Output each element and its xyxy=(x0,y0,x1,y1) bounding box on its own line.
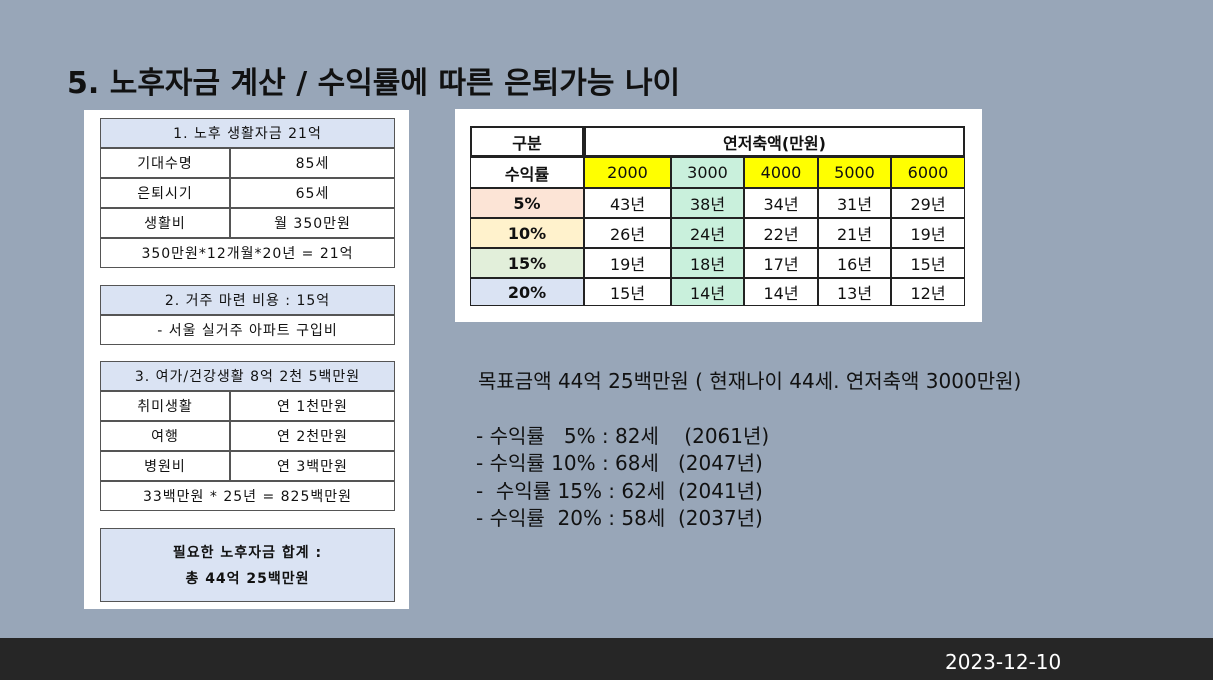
rate-label: 5% xyxy=(470,188,584,218)
section-footer: 33백만원 * 25년 = 825백만원 xyxy=(100,481,395,511)
footer-date: 2023-12-10 xyxy=(945,650,1062,674)
rate-cell: 31년 xyxy=(818,188,891,218)
row-label: 여행 xyxy=(100,421,230,451)
row-value: 연 3백만원 xyxy=(230,451,395,481)
rate-cell: 13년 xyxy=(818,278,891,306)
summary-item: - 수익률 10% : 68세 (2047년) xyxy=(476,451,763,475)
rate-cell: 17년 xyxy=(744,248,818,278)
summary-item: - 수익률 5% : 82세 (2061년) xyxy=(476,424,770,448)
corner-header: 구분 xyxy=(470,126,584,157)
row-value: 월 350만원 xyxy=(230,208,395,238)
left-panel: 1. 노후 생활자금 21억 기대수명 85세 은퇴시기 65세 생활비 월 350만원 35… xyxy=(84,110,409,609)
rate-cell: 43년 xyxy=(584,188,671,218)
row-label: 취미생활 xyxy=(100,391,230,421)
column-header: 4000 xyxy=(744,157,818,188)
rate-cell: 19년 xyxy=(891,218,965,248)
section-header: 1. 노후 생활자금 21억 xyxy=(100,118,395,148)
total-line: 필요한 노후자금 합계 : xyxy=(172,545,323,561)
column-header: 5000 xyxy=(818,157,891,188)
row-label: 은퇴시기 xyxy=(100,178,230,208)
row-value: 85세 xyxy=(230,148,395,178)
slide-title: 5. 노후자금 계산 / 수익률에 따른 은퇴가능 나이 xyxy=(67,66,681,101)
summary-item: - 수익률 20% : 58세 (2037년) xyxy=(476,506,763,530)
rate-cell: 12년 xyxy=(891,278,965,306)
rate-table-panel: 구분 연저축액(만원) 수익률 2000 3000 4000 5000 6000 5% 43년 38… xyxy=(455,109,982,322)
section-footer: - 서울 실거주 아파트 구입비 xyxy=(100,315,395,345)
rate-label: 10% xyxy=(470,218,584,248)
section-footer: 350만원*12개월*20년 = 21억 xyxy=(100,238,395,268)
rate-cell: 14년 xyxy=(744,278,818,306)
rate-cell: 15년 xyxy=(584,278,671,306)
summary-headline: 목표금액 44억 25백만원 ( 현재나이 44세. 연저축액 3000만원) xyxy=(478,369,1022,393)
total-line: 총 44억 25백만원 xyxy=(185,571,310,587)
row-value: 65세 xyxy=(230,178,395,208)
summary-item: - 수익률 15% : 62세 (2041년) xyxy=(476,479,763,503)
section-header: 2. 거주 마련 비용 : 15억 xyxy=(100,285,395,315)
row-value: 연 2천만원 xyxy=(230,421,395,451)
rate-cell: 22년 xyxy=(744,218,818,248)
row-label: 병원비 xyxy=(100,451,230,481)
rate-cell: 21년 xyxy=(818,218,891,248)
rate-cell: 15년 xyxy=(891,248,965,278)
rate-cell: 29년 xyxy=(891,188,965,218)
footer-bar xyxy=(0,638,1213,680)
column-header: 6000 xyxy=(891,157,965,188)
row-value: 연 1천만원 xyxy=(230,391,395,421)
rate-cell: 19년 xyxy=(584,248,671,278)
rate-label: 20% xyxy=(470,278,584,306)
rate-label: 15% xyxy=(470,248,584,278)
row-label: 생활비 xyxy=(100,208,230,238)
rate-cell: 26년 xyxy=(584,218,671,248)
rate-cell: 16년 xyxy=(818,248,891,278)
total-box: 필요한 노후자금 합계 : 총 44억 25백만원 xyxy=(100,528,395,602)
section-header: 3. 여가/건강생활 8억 2천 5백만원 xyxy=(100,361,395,391)
group-header: 연저축액(만원) xyxy=(584,126,965,157)
row-label: 기대수명 xyxy=(100,148,230,178)
column-header: 2000 xyxy=(584,157,671,188)
rate-cell: 18년 xyxy=(671,248,744,278)
rate-cell: 14년 xyxy=(671,278,744,306)
rate-cell: 24년 xyxy=(671,218,744,248)
row-header: 수익률 xyxy=(470,157,584,188)
column-header: 3000 xyxy=(671,157,744,188)
rate-cell: 38년 xyxy=(671,188,744,218)
rate-cell: 34년 xyxy=(744,188,818,218)
